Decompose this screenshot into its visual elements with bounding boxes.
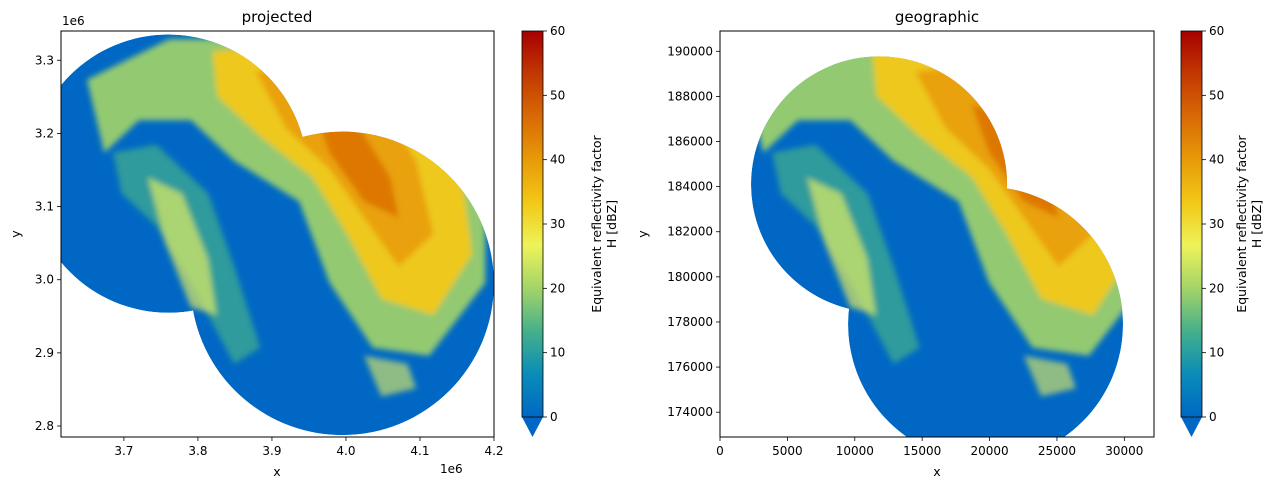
colorbar-tick-label: 30 bbox=[1209, 217, 1224, 231]
reflectivity-texture bbox=[61, 31, 494, 437]
y-tick-label: 3.0 bbox=[35, 273, 54, 287]
colorbar-gradient-geographic bbox=[1181, 31, 1202, 417]
colorbar-label-line2-projected: H [dBZ] bbox=[604, 200, 619, 248]
y-tick-label: 2.9 bbox=[35, 346, 54, 360]
x-tick-label: 15000 bbox=[903, 444, 941, 458]
y-tick-label: 174000 bbox=[667, 405, 713, 419]
colorbar-tick-label: 10 bbox=[550, 346, 565, 360]
colorbar-tick-label: 20 bbox=[1209, 281, 1224, 295]
radar-image-projected bbox=[61, 31, 494, 437]
y-ticks-projected: 2.8 2.9 3.0 3.1 3.2 3.3 bbox=[35, 53, 61, 433]
colorbar-tick-label: 40 bbox=[550, 153, 565, 167]
colorbar-projected: 0 10 20 30 40 50 60 Equivalent reflectivity fa… bbox=[521, 24, 619, 437]
chart-title-projected: projected bbox=[242, 8, 313, 26]
y-tick-label: 3.2 bbox=[35, 126, 54, 140]
colorbar-geographic: 0 10 20 30 40 50 60 Equivalent reflectivity fa… bbox=[1180, 24, 1264, 437]
colorbar-tick-label: 0 bbox=[1209, 410, 1217, 424]
x-tick-label: 20000 bbox=[970, 444, 1008, 458]
y-tick-label: 178000 bbox=[667, 315, 713, 329]
colorbar-gradient-projected bbox=[522, 31, 543, 417]
colorbar-tick-label: 60 bbox=[550, 24, 565, 38]
y-offset-label-projected: 1e6 bbox=[62, 14, 85, 28]
colorbar-tick-label: 60 bbox=[1209, 24, 1224, 38]
x-ticks-projected: 3.7 3.8 3.9 4.0 4.1 4.2 bbox=[114, 437, 504, 458]
x-tick-label: 4.0 bbox=[336, 444, 355, 458]
colorbar-tick-label: 40 bbox=[1209, 153, 1224, 167]
x-tick-label: 3.9 bbox=[262, 444, 281, 458]
colorbar-ticks-geographic: 0 10 20 30 40 50 60 bbox=[1202, 24, 1224, 424]
y-tick-label: 188000 bbox=[667, 89, 713, 103]
reflectivity-area bbox=[312, 104, 399, 218]
colorbar-label-line2-geographic: H [dBZ] bbox=[1249, 200, 1264, 248]
colorbar-tick-label: 30 bbox=[550, 217, 565, 231]
x-tick-label: 10000 bbox=[836, 444, 874, 458]
y-tick-label: 180000 bbox=[667, 270, 713, 284]
x-tick-label: 3.7 bbox=[114, 444, 133, 458]
x-axis-label-projected: x bbox=[273, 464, 280, 479]
panel-projected: projected 1e6 3.7 3.8 3.9 4.0 4.1 4.2 2.8 2.9 3… bbox=[8, 8, 619, 479]
y-axis-label-geographic: y bbox=[635, 230, 650, 238]
x-tick-label: 4.2 bbox=[484, 444, 503, 458]
reflectivity-area bbox=[1023, 355, 1076, 397]
y-tick-label: 186000 bbox=[667, 135, 713, 149]
panel-geographic: geographic 0 5000 10000 15000 20000 25000 3000… bbox=[635, 8, 1264, 479]
x-tick-label: 0 bbox=[716, 444, 724, 458]
chart-title-geographic: geographic bbox=[895, 8, 979, 26]
x-tick-label: 25000 bbox=[1038, 444, 1076, 458]
colorbar-extend-min-geographic bbox=[1181, 417, 1202, 437]
reflectivity-texture bbox=[720, 31, 1154, 437]
colorbar-tick-label: 50 bbox=[1209, 88, 1224, 102]
y-tick-label: 190000 bbox=[667, 44, 713, 58]
y-tick-label: 182000 bbox=[667, 225, 713, 239]
y-tick-label: 3.3 bbox=[35, 53, 54, 67]
y-tick-label: 184000 bbox=[667, 180, 713, 194]
axes-frame-projected bbox=[60, 30, 495, 438]
colorbar-tick-label: 0 bbox=[550, 410, 558, 424]
x-tick-label: 3.8 bbox=[188, 444, 207, 458]
axes-frame-geographic bbox=[719, 30, 1155, 438]
y-axis-label-projected: y bbox=[8, 230, 23, 238]
colorbar-ticks-projected: 0 10 20 30 40 50 60 bbox=[543, 24, 565, 424]
y-tick-label: 3.1 bbox=[35, 200, 54, 214]
reflectivity-area bbox=[806, 177, 877, 316]
y-ticks-geographic: 174000 176000 178000 180000 182000 184000 1860… bbox=[667, 44, 720, 419]
x-offset-label-projected: 1e6 bbox=[440, 462, 463, 476]
radar-image-geographic bbox=[720, 31, 1154, 437]
reflectivity-area bbox=[1088, 56, 1123, 113]
y-tick-label: 176000 bbox=[667, 360, 713, 374]
reflectivity-area bbox=[364, 355, 417, 397]
reflectivity-area bbox=[429, 47, 481, 113]
reflectivity-area bbox=[147, 177, 217, 316]
x-tick-label: 30000 bbox=[1105, 444, 1143, 458]
colorbar-label-line1-geographic: Equivalent reflectivity factor bbox=[1234, 134, 1249, 312]
colorbar-label-line1-projected: Equivalent reflectivity factor bbox=[589, 134, 604, 312]
x-axis-label-geographic: x bbox=[933, 464, 940, 479]
x-tick-label: 5000 bbox=[772, 444, 803, 458]
colorbar-tick-label: 20 bbox=[550, 281, 565, 295]
x-ticks-geographic: 0 5000 10000 15000 20000 25000 30000 bbox=[716, 437, 1143, 458]
x-tick-label: 4.1 bbox=[410, 444, 429, 458]
colorbar-tick-label: 10 bbox=[1209, 346, 1224, 360]
y-tick-label: 2.8 bbox=[35, 419, 54, 433]
colorbar-tick-label: 50 bbox=[550, 88, 565, 102]
colorbar-extend-min-projected bbox=[522, 417, 543, 437]
